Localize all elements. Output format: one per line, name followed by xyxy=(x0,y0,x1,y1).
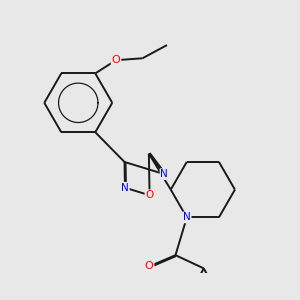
Text: N: N xyxy=(121,183,129,193)
Text: N: N xyxy=(160,169,168,179)
Text: O: O xyxy=(145,262,153,272)
Text: O: O xyxy=(112,55,120,65)
Text: N: N xyxy=(183,212,191,222)
Text: O: O xyxy=(146,190,154,200)
